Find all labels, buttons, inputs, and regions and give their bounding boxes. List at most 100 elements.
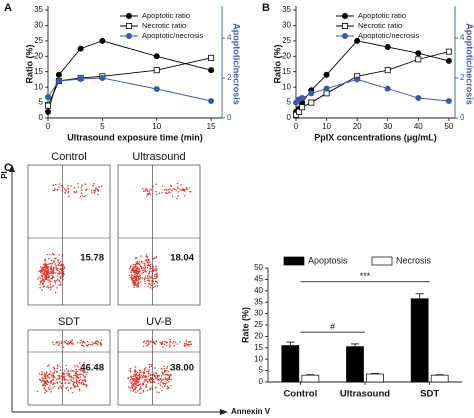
marker: [208, 67, 215, 74]
dot: [163, 385, 166, 387]
dot: [167, 381, 170, 383]
x-tick-label: 15: [207, 122, 216, 131]
dot: [82, 383, 84, 386]
dot: [64, 382, 67, 384]
dot: [163, 365, 165, 367]
dot: [63, 188, 66, 190]
dot: [48, 372, 51, 375]
dot: [161, 185, 164, 187]
legend-label: Apoptotic ratio: [358, 11, 406, 20]
y2-axis-label: Apoptotic/necrosis: [465, 23, 474, 105]
dot: [159, 341, 161, 344]
dot: [97, 189, 100, 192]
bar: [281, 345, 300, 383]
dot: [52, 184, 55, 187]
dot: [40, 274, 43, 276]
dot: [49, 385, 51, 387]
panel-title: Ultrasound: [132, 151, 185, 163]
dot: [42, 272, 44, 274]
legend-marker: [341, 33, 348, 40]
dot: [131, 375, 133, 377]
legend-swatch: [283, 256, 305, 266]
x-axis-label: Annexin V: [231, 407, 271, 416]
dot: [131, 381, 133, 383]
dot: [142, 271, 145, 274]
dot: [153, 268, 155, 271]
dot: [60, 267, 62, 270]
dot: [72, 343, 74, 346]
dot: [155, 265, 157, 267]
dot: [65, 367, 68, 370]
dot: [145, 386, 147, 388]
dot: [38, 270, 40, 273]
dot: [44, 265, 47, 268]
dot: [136, 279, 139, 282]
dot: [130, 278, 133, 281]
x-tick-label: 5: [100, 122, 105, 131]
dot: [135, 382, 138, 385]
dot: [52, 270, 55, 272]
dot: [141, 272, 143, 275]
dot: [148, 368, 150, 371]
dot: [148, 343, 150, 345]
dot: [137, 286, 140, 288]
marker: [153, 86, 160, 93]
dot: [50, 265, 53, 267]
dot: [41, 275, 44, 277]
dot: [154, 285, 157, 287]
dot: [170, 384, 172, 387]
dot: [79, 373, 81, 375]
dot: [59, 276, 62, 278]
dot: [47, 263, 49, 266]
dot: [132, 265, 134, 268]
dot: [80, 383, 83, 385]
dot: [44, 384, 47, 387]
dot: [60, 375, 63, 377]
dot: [92, 184, 94, 187]
dot: [147, 339, 149, 342]
bar: [346, 346, 364, 383]
dot: [78, 362, 81, 364]
dot: [70, 185, 72, 187]
dot: [130, 271, 132, 274]
dot: [130, 276, 132, 279]
dot: [167, 192, 169, 195]
dot: [54, 382, 56, 385]
dot: [162, 346, 164, 348]
dot: [148, 191, 150, 193]
dot: [134, 283, 137, 285]
dot: [155, 280, 158, 283]
dot: [172, 340, 175, 343]
dot: [47, 386, 50, 389]
dot: [179, 341, 181, 343]
dot: [50, 277, 52, 280]
dot: [134, 273, 136, 276]
legend-label: Apoptotic/necrosis: [142, 31, 204, 40]
marker: [55, 78, 62, 85]
dot: [97, 193, 99, 196]
dot: [148, 192, 151, 194]
dot: [144, 276, 147, 279]
panel-letter: B: [262, 2, 270, 14]
dot: [99, 342, 102, 345]
dot: [49, 381, 51, 383]
dot: [153, 342, 156, 344]
dot: [53, 367, 55, 370]
dot: [133, 380, 135, 382]
dot: [47, 276, 50, 279]
dot: [72, 342, 74, 344]
x-tick-label: 10: [152, 122, 161, 131]
dot: [136, 275, 138, 277]
legend-marker: [126, 33, 133, 40]
dot: [149, 286, 152, 289]
dot: [155, 183, 157, 185]
dot: [59, 264, 62, 267]
dot: [39, 283, 41, 286]
dot: [149, 275, 151, 278]
dot: [44, 276, 47, 279]
dot: [53, 385, 56, 388]
dot: [136, 256, 138, 259]
dot: [138, 273, 141, 275]
dot: [171, 195, 174, 197]
dot: [77, 186, 80, 188]
